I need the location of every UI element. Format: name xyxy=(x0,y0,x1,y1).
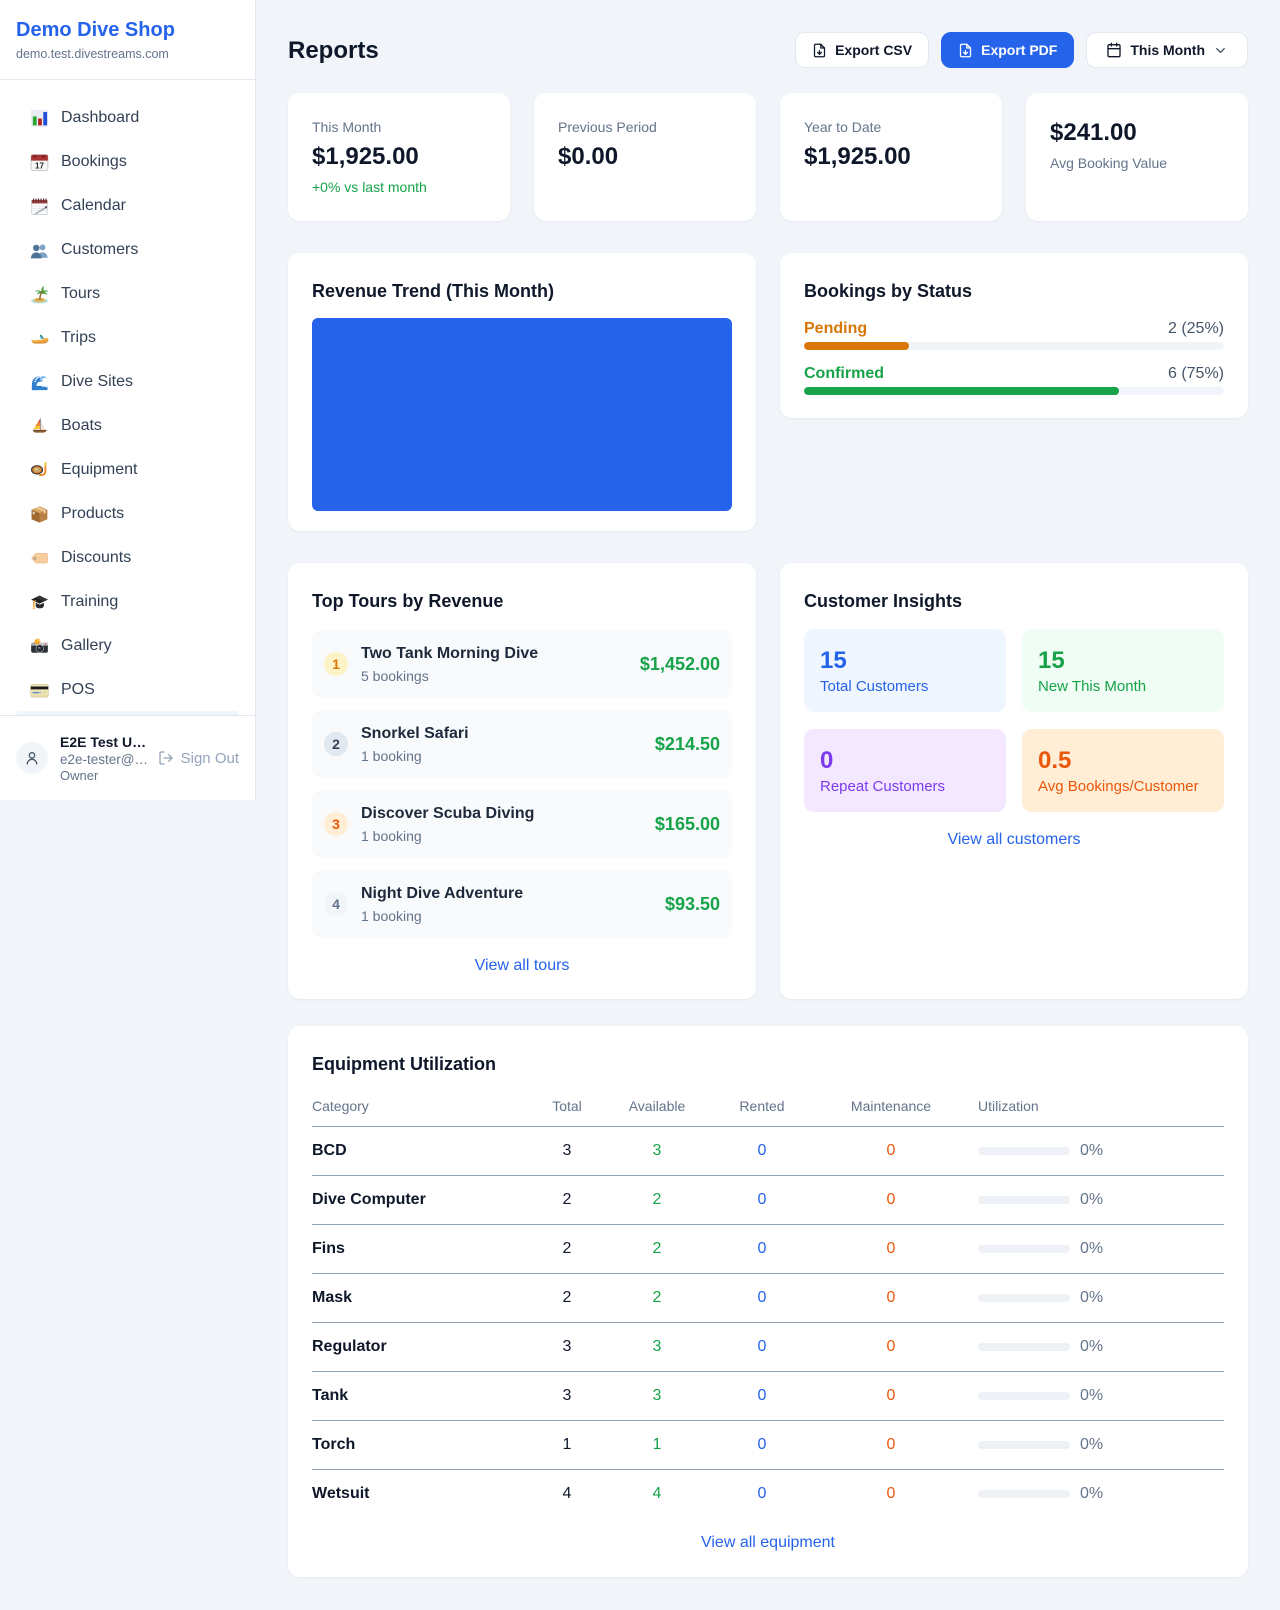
svg-text:17: 17 xyxy=(35,161,45,170)
